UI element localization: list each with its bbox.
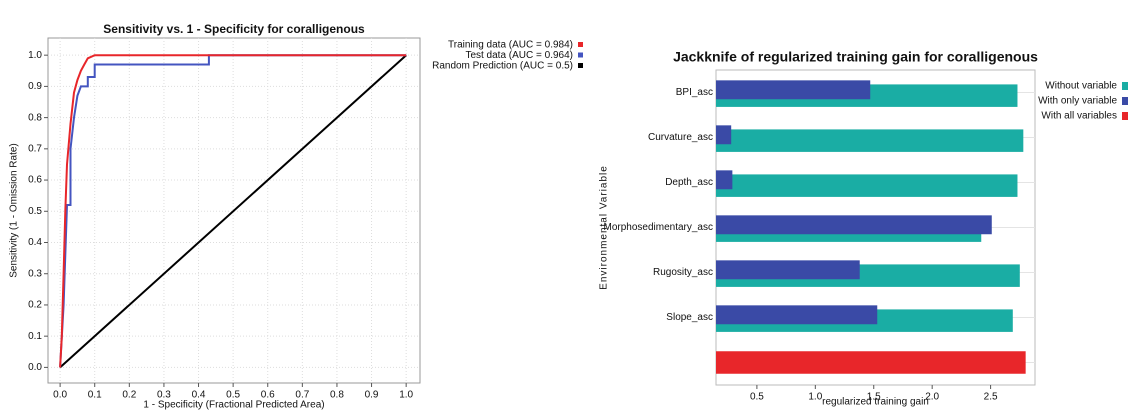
x-tick-label: 0.5 bbox=[750, 392, 764, 403]
legend-label: With only variable bbox=[1038, 96, 1117, 107]
bar bbox=[716, 129, 1024, 152]
y-tick-label: 0.3 bbox=[28, 268, 42, 279]
x-tick-label: 0.9 bbox=[365, 390, 379, 401]
bar bbox=[716, 351, 1026, 374]
x-tick-label: 2.5 bbox=[984, 392, 998, 403]
legend-label: Training data (AUC = 0.984) bbox=[448, 40, 573, 51]
y-tick-label: 0.1 bbox=[28, 331, 42, 342]
legend-swatch bbox=[1122, 112, 1128, 120]
roc-curve bbox=[59, 54, 407, 369]
x-tick-label: 1.0 bbox=[808, 392, 822, 403]
bar bbox=[716, 260, 860, 280]
y-tick-label: Slope_asc bbox=[666, 312, 713, 323]
x-tick-label: 0.8 bbox=[330, 390, 344, 401]
y-axis-label: Sensitivity (1 - Omission Rate) bbox=[9, 143, 20, 277]
bar bbox=[716, 80, 871, 100]
x-tick-label: 0.6 bbox=[261, 390, 275, 401]
y-tick-label: Depth_asc bbox=[665, 177, 713, 188]
x-tick-label: 0.3 bbox=[157, 390, 171, 401]
bar bbox=[716, 125, 732, 145]
legend-label: Without variable bbox=[1045, 81, 1117, 92]
legend-swatch bbox=[578, 52, 583, 58]
y-tick-label: 0.6 bbox=[28, 175, 42, 186]
x-tick-label: 1.5 bbox=[867, 392, 881, 403]
legend-swatch bbox=[1122, 97, 1128, 105]
y-axis-label: Environmental Variable bbox=[599, 165, 610, 290]
bar bbox=[716, 174, 1018, 197]
y-tick-label: 0.5 bbox=[28, 206, 42, 217]
legend-label: Test data (AUC = 0.964) bbox=[465, 50, 573, 61]
x-tick-label: 0.0 bbox=[53, 390, 67, 401]
y-tick-label: BPI_asc bbox=[676, 87, 713, 98]
x-tick-label: 1.0 bbox=[399, 390, 413, 401]
y-tick-label: Curvature_asc bbox=[648, 132, 713, 143]
y-tick-label: 0.7 bbox=[28, 143, 42, 154]
y-tick-label: Morphosedimentary_asc bbox=[604, 222, 714, 233]
chart-title: Jackknife of regularized training gain f… bbox=[673, 49, 1038, 65]
x-tick-label: 0.2 bbox=[122, 390, 136, 401]
roc-curve bbox=[59, 54, 407, 368]
y-tick-label: 0.9 bbox=[28, 81, 42, 92]
y-tick-label: 0.8 bbox=[28, 112, 42, 123]
x-tick-label: 0.1 bbox=[88, 390, 102, 401]
y-tick-label: 0.4 bbox=[28, 237, 42, 248]
chart-title: Sensitivity vs. 1 - Specificity for cora… bbox=[103, 22, 365, 36]
bar bbox=[716, 170, 733, 190]
y-tick-label: 0.2 bbox=[28, 300, 42, 311]
x-tick-label: 0.4 bbox=[192, 390, 206, 401]
roc-curve bbox=[59, 54, 407, 368]
x-axis-label: 1 - Specificity (Fractional Predicted Ar… bbox=[143, 400, 324, 410]
legend-swatch bbox=[1122, 82, 1128, 90]
y-tick-label: Rugosity_asc bbox=[653, 267, 713, 278]
x-tick-label: 2.0 bbox=[925, 392, 939, 403]
legend-swatch bbox=[578, 42, 583, 47]
bar bbox=[716, 215, 992, 235]
y-tick-label: 1.0 bbox=[28, 50, 42, 61]
y-tick-label: 0.0 bbox=[28, 362, 42, 373]
x-tick-label: 0.7 bbox=[295, 390, 309, 401]
legend-label: Random Prediction (AUC = 0.5) bbox=[432, 61, 573, 72]
legend-label: With all variables bbox=[1041, 111, 1117, 122]
bar bbox=[716, 305, 878, 325]
x-axis-label: regularized training gain bbox=[822, 397, 929, 408]
legend-swatch bbox=[578, 63, 583, 68]
x-tick-label: 0.5 bbox=[226, 390, 240, 401]
